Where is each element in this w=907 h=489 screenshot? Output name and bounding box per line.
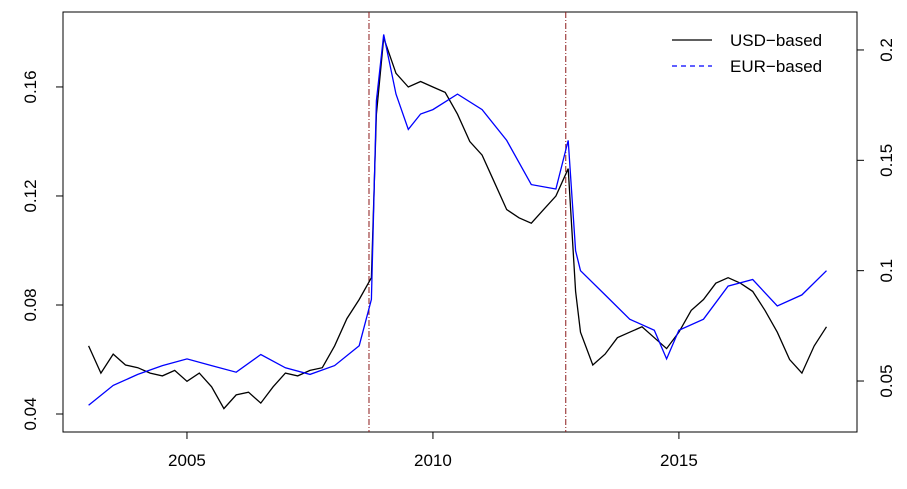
y-tick-label: 0.16: [21, 70, 40, 103]
y2-tick-label: 0.05: [877, 364, 896, 397]
legend-label: USD−based: [730, 31, 822, 50]
y2-tick-label: 0.1: [877, 259, 896, 283]
series-line: [88, 37, 828, 410]
plot-frame: [62, 11, 858, 433]
legend-label: EUR−based: [730, 57, 822, 76]
x-tick-label: 2015: [660, 451, 698, 470]
y-tick-label: 0.08: [21, 288, 40, 321]
x-tick-label: 2005: [168, 451, 206, 470]
y2-tick-label: 0.15: [877, 144, 896, 177]
y-tick-label: 0.04: [21, 397, 40, 430]
x-tick-label: 2010: [414, 451, 452, 470]
series-line: [88, 34, 827, 406]
y-tick-label: 0.12: [21, 179, 40, 212]
y2-tick-label: 0.2: [877, 38, 896, 62]
